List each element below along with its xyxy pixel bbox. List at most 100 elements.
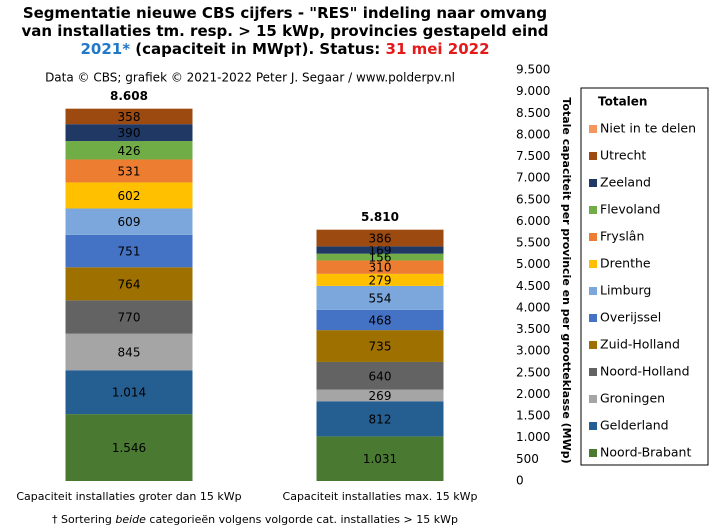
x-tick-label: Capaciteit installaties groter dan 15 kW… (16, 490, 241, 503)
legend-swatch (589, 395, 597, 403)
title-part: 2021* (80, 40, 130, 58)
title-part: van installaties tm. resp. > 15 kWp, pro… (21, 22, 548, 40)
chart-title: van installaties tm. resp. > 15 kWp, pro… (21, 22, 548, 40)
data-label: 640 (369, 369, 392, 383)
y-tick-label: 1.000 (516, 430, 550, 444)
legend-label: Noord-Brabant (600, 445, 691, 460)
legend-label: Noord-Holland (600, 364, 690, 379)
y-tick-label: 6.000 (516, 214, 550, 228)
bar-segment (65, 333, 193, 371)
bar-segment (65, 414, 193, 481)
title-part: (capaciteit in MWp†). Status: (130, 40, 385, 58)
data-label: 269 (369, 389, 392, 403)
bar-segment (316, 389, 444, 402)
y-tick-label: 500 (516, 452, 539, 466)
bar-segment (65, 234, 193, 268)
data-label: 1.546 (112, 441, 146, 455)
y-tick-label: 2.500 (516, 365, 550, 379)
y-tick-label: 7.500 (516, 149, 550, 163)
bar-segment (316, 273, 444, 286)
legend-label: Niet in te delen (600, 121, 696, 136)
legend-label: Overijssel (600, 310, 661, 325)
data-label: 531 (118, 164, 141, 178)
x-tick-label: Capaciteit installaties max. 15 kWp (283, 490, 478, 503)
chart-title: 2021* (capaciteit in MWp†). Status: 31 m… (80, 40, 489, 58)
legend-swatch (589, 233, 597, 241)
y-tick-label: 8.500 (516, 106, 550, 120)
legend-swatch (589, 152, 597, 160)
legend-label: Groningen (600, 391, 665, 406)
legend-label: Flevoland (600, 202, 660, 217)
data-label: 390 (118, 126, 141, 140)
y-tick-label: 1.500 (516, 409, 550, 423)
bar-segment (316, 285, 444, 310)
data-label: 1.031 (363, 452, 397, 466)
legend-label: Drenthe (600, 256, 651, 271)
y-tick-label: 3.000 (516, 344, 550, 358)
footnote-part: categorieën volgens volgorde cat. instal… (146, 513, 458, 526)
legend-label: Zuid-Holland (600, 337, 680, 352)
legend-swatch (589, 287, 597, 295)
bar-segment (316, 260, 444, 274)
title-part: 31 mei 2022 (386, 40, 490, 58)
subtitle: Data © CBS; grafiek © 2021-2022 Peter J.… (45, 71, 455, 85)
bar-segment (65, 267, 193, 301)
bar-segment (65, 141, 193, 160)
y-tick-label: 3.500 (516, 322, 550, 336)
data-label: 358 (118, 110, 141, 124)
bar-segment (65, 108, 193, 125)
y-tick-label: 5.500 (516, 236, 550, 250)
y-tick-label: 2.000 (516, 387, 550, 401)
bar-segment (316, 253, 444, 261)
legend-title: Totalen (598, 95, 647, 109)
bar-segment (316, 246, 444, 254)
y-tick-label: 9.000 (516, 84, 550, 98)
data-label: 468 (369, 314, 392, 328)
legend-box (580, 87, 709, 466)
legend-label: Zeeland (600, 175, 651, 190)
data-label: 764 (118, 277, 141, 291)
footnote: † Sortering beide categorieën volgens vo… (52, 513, 458, 526)
bar-segment (65, 370, 193, 415)
data-label: 770 (118, 311, 141, 325)
legend-swatch (589, 341, 597, 349)
y-tick-label: 4.000 (516, 300, 550, 314)
y-tick-label: 9.500 (516, 63, 550, 77)
bar-segment (316, 309, 444, 331)
data-label: 845 (118, 345, 141, 359)
data-label: 812 (369, 412, 392, 426)
title-part: Segmentatie nieuwe CBS cijfers - "RES" i… (23, 4, 547, 22)
bar-segment (65, 300, 193, 334)
y-tick-label: 0 (516, 474, 524, 488)
data-label: 169 (369, 244, 392, 258)
data-label: 156 (369, 251, 392, 265)
legend-label: Fryslân (600, 229, 644, 244)
data-label: 602 (118, 189, 141, 203)
y-tick-label: 8.000 (516, 127, 550, 141)
legend-swatch (589, 422, 597, 430)
y-tick-label: 6.500 (516, 192, 550, 206)
legend-swatch (589, 314, 597, 322)
legend-swatch (589, 260, 597, 268)
data-label: 386 (369, 232, 392, 246)
footnote-part: † Sortering (52, 513, 115, 526)
legend-swatch (589, 206, 597, 214)
y-tick-label: 4.500 (516, 279, 550, 293)
data-label: 609 (118, 215, 141, 229)
legend-label: Limburg (600, 283, 651, 298)
bar-segment (316, 361, 444, 390)
data-label: 426 (118, 144, 141, 158)
bar-segment (316, 401, 444, 437)
legend-label: Gelderland (600, 418, 669, 433)
bar-segment (65, 182, 193, 209)
chart-title: Segmentatie nieuwe CBS cijfers - "RES" i… (23, 4, 547, 22)
y-tick-label: 5.000 (516, 257, 550, 271)
bar-segment (65, 208, 193, 235)
bar-segment (65, 124, 193, 142)
data-label: 1.014 (112, 386, 146, 400)
legend-label: Utrecht (600, 148, 646, 163)
legend-swatch (589, 125, 597, 133)
legend-swatch (589, 179, 597, 187)
